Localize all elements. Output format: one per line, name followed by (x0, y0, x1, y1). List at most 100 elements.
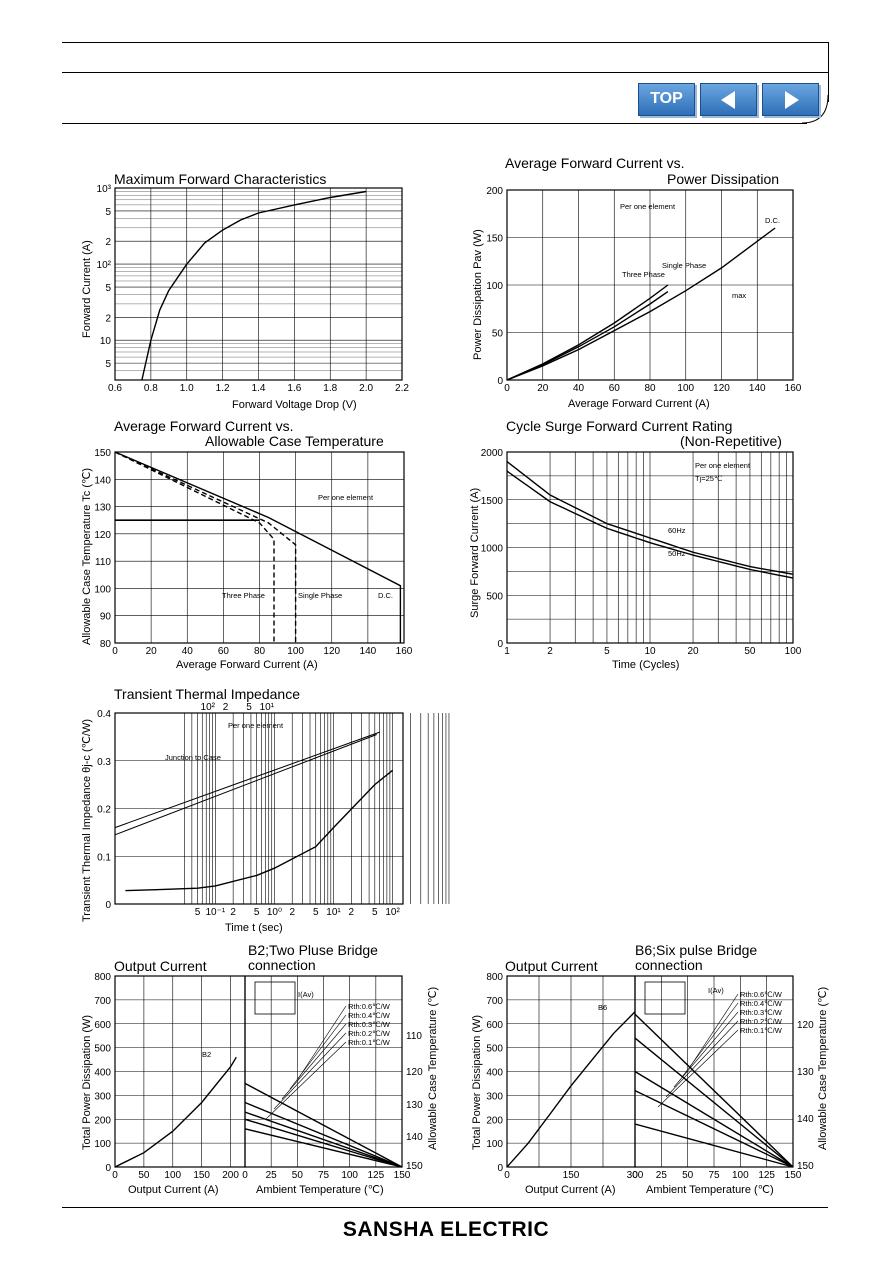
arrow-right-icon (785, 91, 799, 109)
header-top-rule (62, 42, 828, 43)
chart6-ytick: 300 (94, 1091, 111, 1102)
footer-brand: SANSHA ELECTRIC (342, 1218, 550, 1241)
chart4-xtick: 100 (785, 646, 802, 657)
top-button[interactable]: TOP (638, 83, 695, 116)
chart5-ytick: 0.3 (97, 757, 111, 768)
chart1-xtick: 1.0 (180, 383, 194, 394)
chart2-ytick: 0 (497, 376, 503, 387)
chart3-xtick: 0 (112, 646, 118, 657)
chart4-note-50hz: 50Hz (668, 549, 686, 558)
chart3-title2: Allowable Case Temperature (205, 433, 384, 449)
chart2-note-single: Single Phase (662, 261, 706, 270)
chart3-xtick: 100 (287, 646, 304, 657)
chart7-xtick-right: 100 (732, 1170, 749, 1181)
chart6-rth-leader (265, 1041, 347, 1120)
chart3-ytick: 110 (95, 557, 111, 568)
chart5-ytick: 0.4 (97, 709, 111, 720)
chart2-xtick: 60 (609, 383, 621, 394)
chart-b2-bridge: Output Current B2;Two Pluse Bridge conne… (81, 942, 439, 1196)
chart6-ytick: 400 (94, 1068, 111, 1079)
chart5-curve (125, 769, 394, 892)
chart2-note-three: Three Phase (622, 270, 665, 279)
charts-canvas: Maximum Forward Characteristics Forward … (81, 155, 829, 1196)
chart7-ytick: 200 (486, 1115, 503, 1126)
chart4-xtick: 50 (744, 646, 756, 657)
prev-button[interactable] (700, 83, 757, 116)
chart3-xtick: 40 (182, 646, 194, 657)
chart5-xtick: 2 (230, 907, 236, 918)
chart7-rth-label: Rth:0.2℃/W (740, 1017, 783, 1026)
chart6-xtick-right: 150 (394, 1170, 411, 1181)
chart1-xtick: 1.6 (287, 383, 301, 394)
chart7-xtick-right: 125 (758, 1170, 775, 1181)
chart2-ytick: 150 (486, 234, 503, 245)
chart6-rth-line-0 (244, 1082, 403, 1168)
chart3-xtick: 80 (254, 646, 266, 657)
chart3-ytick: 150 (94, 448, 111, 459)
chart3-xtick: 20 (146, 646, 158, 657)
chart7-rth-label: Rth:0.3℃/W (740, 1008, 783, 1017)
chart7-rth-line-2 (634, 1070, 794, 1168)
chart7-rth-line-3 (634, 1089, 794, 1168)
chart6-rth-leader (289, 1014, 347, 1090)
chart6-ytick: 500 (94, 1044, 111, 1055)
chart2-note-dc: D.C. (765, 216, 780, 225)
chart6-curve (114, 1056, 237, 1168)
chart4-series-1 (506, 470, 794, 579)
chart6-ytick-right: 110 (406, 1031, 422, 1042)
chart3-xlabel: Average Forward Current (A) (176, 659, 318, 671)
chart1-curve (141, 190, 367, 381)
header-mid-rule (62, 72, 828, 73)
chart1-xtick: 0.8 (144, 383, 158, 394)
chart4-xtick: 1 (504, 646, 510, 657)
chart1-ytick: 10³ (97, 184, 112, 195)
chart6-rth-leader (273, 1032, 347, 1110)
chart1-ytick: 5 (105, 207, 111, 218)
chart2-ytick: 200 (486, 186, 503, 197)
chart7-xlabel-right: Ambient Temperature (℃) (646, 1184, 774, 1196)
chart6-rth-leader (281, 1023, 347, 1100)
chart1-xlabel: Forward Voltage Drop (V) (232, 399, 357, 411)
chart6-rth-label: Rth:0.1℃/W (348, 1038, 391, 1047)
chart4-xlabel: Time (Cycles) (612, 659, 679, 671)
chart1-title: Maximum Forward Characteristics (114, 171, 326, 187)
next-button[interactable] (762, 83, 819, 116)
chart6-rth-line-1 (244, 1101, 403, 1168)
chart3-ytick: 120 (94, 530, 111, 541)
chart3-ylabel: Allowable Case Temperature Tc (℃) (81, 468, 93, 645)
header-corner (801, 95, 829, 124)
chart7-xtick-left: 0 (504, 1170, 510, 1181)
chart7-title-right1: B6;Six pulse Bridge (635, 942, 757, 958)
chart7-rth-line-0 (634, 1013, 794, 1168)
arrow-left-icon (721, 91, 735, 109)
chart6-xtick-right: 75 (318, 1170, 330, 1181)
chart5-ytick: 0.1 (97, 852, 111, 863)
chart3-xtick: 60 (218, 646, 230, 657)
chart2-xtick: 0 (504, 383, 510, 394)
chart4-note-per: Per one element (695, 461, 751, 470)
chart5-ylabel: Transient Thermal Impedance θj-c (℃/W) (81, 719, 93, 922)
chart1-ytick: 2 (105, 313, 111, 324)
chart3-ytick: 90 (100, 612, 112, 623)
chart1-xtick: 2.2 (395, 383, 409, 394)
chart5-xtick: 10² (385, 907, 400, 918)
chart3-xtick: 160 (396, 646, 413, 657)
chart2-series-2 (506, 284, 669, 381)
chart4-ylabel: Surge Forward Current (A) (469, 488, 481, 618)
chart7-rth-leader (665, 1020, 739, 1098)
chart7-ylabel-right: Allowable Case Temperature (℃) (817, 987, 829, 1150)
chart7-rth-line-4 (634, 1123, 794, 1168)
chart3-title1: Average Forward Current vs. (114, 418, 293, 434)
chart6-ytick: 200 (94, 1115, 111, 1126)
chart6-xtick-left: 0 (112, 1170, 118, 1181)
chart4-ytick: 500 (486, 591, 503, 602)
chart2-xtick: 100 (677, 383, 694, 394)
chart6-ylabel-right: Allowable Case Temperature (℃) (427, 987, 439, 1150)
chart3-series-2 (114, 451, 275, 643)
chart6-xtick-left: 100 (164, 1170, 181, 1181)
chart7-ytick: 600 (486, 1020, 503, 1031)
chart4-note-tj: Tj=25℃ (695, 474, 723, 483)
chart2-note-max: max (732, 291, 746, 300)
chart6-ytick: 100 (94, 1139, 111, 1150)
chart-power-dissipation: Average Forward Current vs. Power Dissip… (472, 155, 780, 410)
